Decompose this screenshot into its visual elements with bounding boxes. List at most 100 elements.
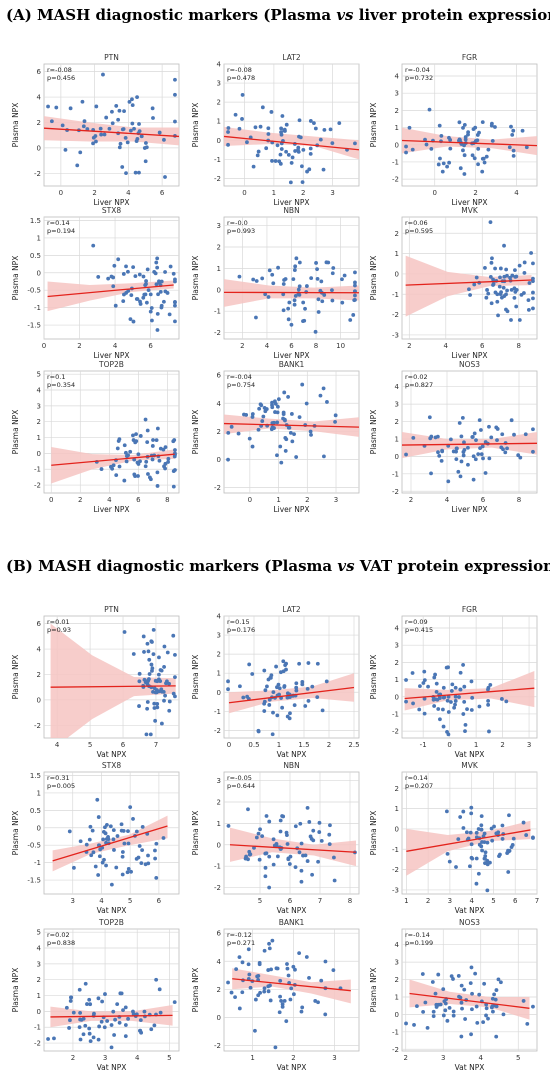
data-point: [520, 128, 525, 133]
data-point: [148, 477, 153, 482]
data-point: [522, 271, 527, 275]
data-point: [470, 856, 475, 861]
data-point: [292, 298, 297, 303]
data-point: [526, 307, 531, 312]
data-point: [237, 955, 242, 960]
data-point: [461, 809, 466, 814]
y-axis-label: Plasma NPX: [11, 410, 20, 455]
data-point: [96, 815, 101, 819]
data-point: [152, 269, 157, 274]
data-point: [348, 318, 353, 322]
data-point: [240, 960, 245, 965]
data-point: [281, 292, 286, 297]
data-point: [271, 862, 276, 867]
data-point: [117, 464, 122, 469]
y-tick-label: 2: [395, 107, 399, 115]
data-point: [158, 668, 163, 672]
data-point: [101, 829, 106, 834]
data-point: [68, 106, 73, 111]
x-tick-label: 0.5: [248, 741, 259, 749]
data-point: [116, 257, 121, 262]
data-point: [462, 123, 467, 127]
data-point: [267, 697, 272, 702]
data-point: [428, 436, 433, 441]
y-tick-label: -1.5: [27, 322, 41, 330]
data-point: [142, 677, 147, 682]
data-point: [144, 459, 149, 464]
data-point: [462, 143, 466, 148]
data-point: [69, 995, 74, 1000]
data-point: [440, 449, 445, 454]
data-point: [79, 1017, 84, 1022]
data-point: [447, 1005, 452, 1010]
data-point: [507, 145, 512, 150]
x-tick-label: 2: [426, 897, 430, 905]
data-point: [128, 317, 133, 322]
data-point: [143, 417, 148, 422]
data-point: [144, 141, 148, 145]
data-point: [145, 679, 150, 684]
data-point: [469, 679, 474, 684]
data-point: [256, 729, 261, 734]
data-point: [352, 298, 357, 303]
data-point: [163, 693, 167, 698]
data-point: [268, 998, 273, 1003]
data-point: [472, 282, 477, 287]
y-tick-label: 2: [217, 986, 221, 994]
data-point: [152, 701, 157, 706]
data-point: [165, 291, 170, 295]
data-point: [462, 699, 467, 704]
data-point: [514, 304, 519, 309]
data-point: [68, 999, 73, 1003]
plot-title: STX8: [102, 206, 121, 215]
data-point: [521, 820, 526, 825]
data-point: [149, 1027, 154, 1032]
data-point: [432, 704, 437, 708]
x-tick-label: 4: [126, 189, 131, 197]
x-axis-label: Vat NPX: [277, 906, 307, 915]
data-point: [444, 665, 449, 670]
data-point: [319, 978, 324, 983]
data-point: [161, 447, 166, 452]
y-tick-label: 3: [217, 777, 221, 785]
data-point: [99, 132, 104, 137]
scatter-plot-a-fgr: FGR 0 2 4 -2 -1 0 1 2 3 4 r=-0.04p=0.732 Liver NPX Pl…: [369, 53, 538, 207]
data-point: [315, 661, 320, 666]
data-point: [431, 697, 436, 702]
data-point: [270, 159, 274, 163]
data-point: [141, 274, 146, 279]
y-tick-label: 0: [395, 693, 399, 701]
data-point: [262, 986, 267, 991]
x-tick-label: 3: [332, 1054, 336, 1062]
data-point: [293, 865, 298, 870]
y-tick-label: 1: [37, 789, 41, 797]
x-tick-label: 2: [291, 1054, 295, 1062]
x-tick-label: 6: [136, 496, 141, 504]
scatter-plot-a-nbn: NBN 2 4 6 8 10 -2 -1 0 1 2 3 r=-0.0p=0.993 Liver NPX P…: [191, 206, 360, 360]
y-tick-label: 1.5: [30, 772, 41, 780]
data-point: [101, 837, 106, 842]
data-point: [485, 288, 489, 292]
data-point: [498, 292, 503, 296]
data-point: [71, 1010, 76, 1015]
y-tick-label: 4: [217, 958, 222, 966]
data-point: [447, 160, 452, 165]
data-point: [463, 722, 468, 727]
data-point: [468, 293, 472, 297]
data-point: [281, 814, 286, 819]
data-point: [481, 156, 486, 161]
data-point: [258, 124, 263, 129]
data-point: [353, 280, 357, 285]
data-point: [297, 415, 302, 420]
data-point: [109, 274, 114, 279]
data-point: [85, 127, 90, 131]
data-point: [278, 152, 283, 157]
data-point: [150, 318, 154, 323]
data-point: [269, 110, 274, 114]
data-point: [123, 1023, 128, 1027]
data-point: [319, 279, 324, 284]
y-axis-label: Plasma NPX: [191, 103, 200, 148]
y-tick-label: 3: [37, 402, 41, 410]
data-point: [300, 382, 305, 387]
data-point: [514, 274, 519, 279]
